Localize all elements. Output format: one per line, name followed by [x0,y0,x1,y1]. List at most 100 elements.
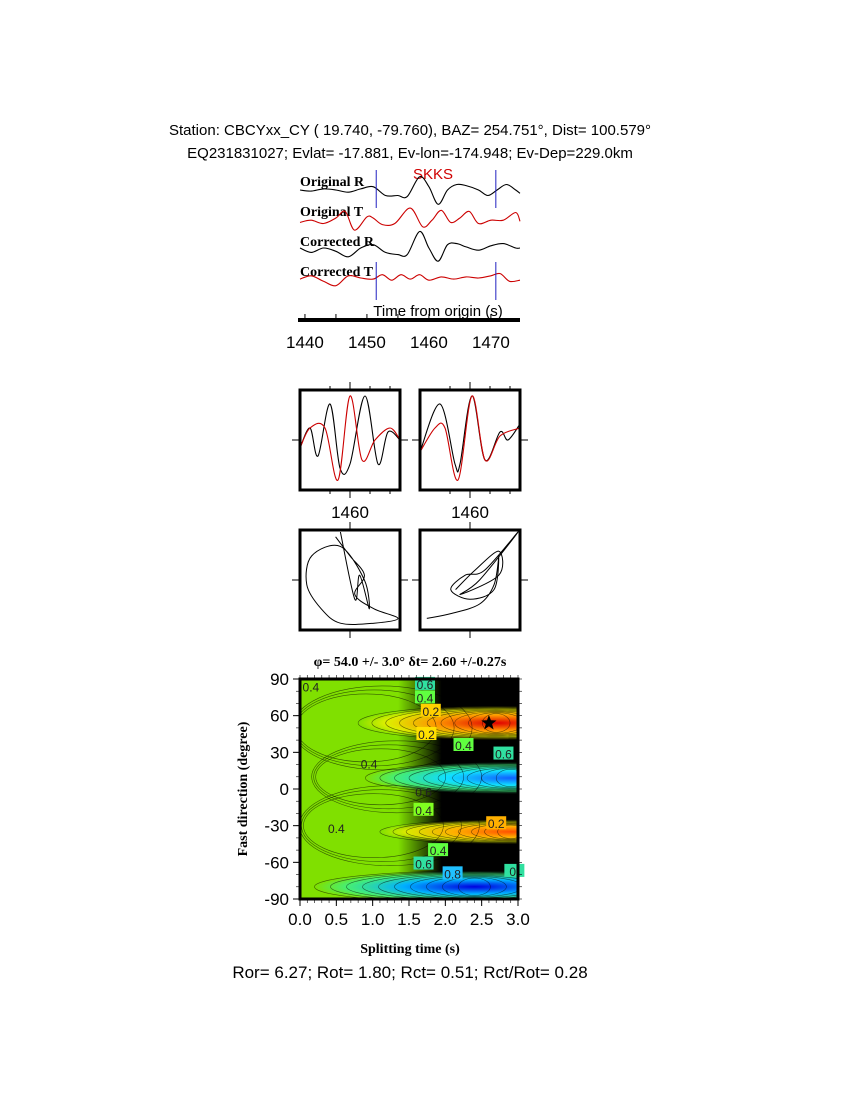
contour-line [399,708,518,738]
contour-line [378,873,518,899]
trace-label: Corrected R [300,235,375,250]
contour-label: 0.4 [361,757,378,771]
contour-line [362,872,518,899]
event-header: EQ231831027; Evlat= -17.881, Ev-lon=-174… [187,145,633,162]
contour-line [466,767,518,789]
trace-label: Original R [300,175,365,190]
seismogram-panel: SKKS Original R Original T Corrected R C… [286,166,521,352]
energy-grid-panel: φ= 54.0 +/- 3.0° δt= 2.60 +/-0.27s 0.60.… [236,655,530,957]
particle-path [305,531,399,625]
x-tick-label: 2.5 [470,910,494,929]
contour-line [482,713,511,733]
contour-line [454,711,518,735]
contour-label: 0.6 [495,748,512,762]
x-tick-label: 1460 [331,503,369,522]
contour-label: 0.4 [303,680,320,694]
contour-label: 0. [509,865,519,879]
energy-band [314,870,518,899]
slow-wave [299,395,401,481]
trace-label: Original T [300,205,364,220]
contour-line [385,707,518,739]
trace-original-t [299,207,521,231]
contour-label: 0.6 [417,678,434,692]
contour-line [405,820,518,844]
contour-line [314,870,518,899]
y-tick-label: -30 [264,817,289,836]
slow-wave [419,395,521,481]
x-tick-label: 1470 [472,333,510,352]
contour-label: 0.2 [422,705,439,719]
contour-line [458,822,518,841]
y-tick-label: -90 [264,890,289,909]
contour-label: 0.4 [455,739,472,753]
contour-line [330,871,518,899]
contour-label-box [420,703,441,717]
contour-line [346,872,518,899]
x-tick-label: 1.5 [397,910,421,929]
energy-band [379,819,518,844]
x-tick-label: 1450 [348,333,386,352]
x-tick-label: 2.0 [434,910,458,929]
contour-line [468,712,518,734]
x-tick-label: 1.0 [361,910,385,929]
fast-wave [299,395,401,475]
particle-motion-panel [292,522,408,638]
contour-label: 0.2 [418,728,435,742]
contour-line [379,762,518,794]
contour-label: 0.6 [415,858,432,872]
contour-label: 0.8 [444,867,461,881]
fast-wave [419,395,521,473]
station-header: Station: CBCYxx_CY ( 19.740, -79.760), B… [169,122,651,139]
x-axis-label: Time from origin (s) [373,303,502,320]
contour-line [458,877,491,896]
x-tick-label: 1460 [451,503,489,522]
contour-line [413,709,518,737]
contour-line [423,764,518,792]
contour-label-box [416,727,437,740]
waveform-panel: 1460 [412,382,528,522]
waveform-panels: 1460 1460 [292,382,528,522]
particle-path [426,531,519,619]
contour-line [437,765,518,791]
x-tick-label: 0.0 [288,910,312,929]
contour-label: 0.4 [415,804,432,818]
contour-line [445,822,518,842]
contour-line [357,705,518,741]
x-tick-label: 3.0 [506,910,530,929]
contour-line [315,748,446,806]
contour-label: 0.4 [417,691,434,705]
contour-line [431,821,518,842]
contour-line [313,744,464,810]
y-tick-label: 90 [270,670,289,689]
contour-label-box [453,738,474,751]
contour-line [311,740,482,814]
contour-label: 0.4 [328,822,345,836]
contour-line [440,710,518,736]
contour-line [300,685,473,771]
contour-line [442,876,507,897]
contour-label-box [414,690,435,704]
waveform-panel: 1460 [292,382,408,522]
contour-line [392,819,518,844]
x-tick-label: 1460 [410,333,448,352]
y-tick-label: 0 [280,780,289,799]
contour-line [495,768,518,788]
contour-line [426,876,518,898]
trace-corrected-t [299,272,521,287]
y-axis-label: Fast direction (degree) [236,721,251,856]
contour-line [303,793,444,858]
x-tick-label: 0.5 [325,910,349,929]
contour-line [379,819,518,845]
contour-line [365,761,518,795]
trace-corrected-r [299,230,521,262]
contour-label: 0.4 [430,844,447,858]
contour-label-box [413,802,434,816]
heatmap-title: φ= 54.0 +/- 3.0° δt= 2.60 +/-0.27s [314,655,507,670]
x-axis-label: Splitting time (s) [360,942,460,957]
contour-label-box [486,816,507,830]
contour-line [484,824,518,840]
phase-label: SKKS [413,166,453,183]
contour-label-box [442,866,463,880]
trace-original-r [299,176,521,205]
